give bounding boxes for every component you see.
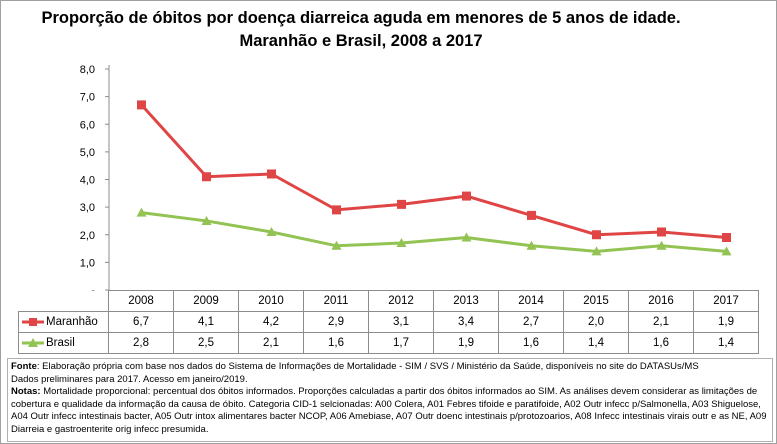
data-point bbox=[656, 240, 667, 250]
notas-text: Mortalidade proporcional: percentual dos… bbox=[11, 386, 767, 435]
data-point bbox=[462, 191, 471, 201]
x-tick-label: 2017 bbox=[693, 290, 759, 312]
x-tick-label: 2016 bbox=[628, 290, 694, 312]
table-row: Maranhão 6,7 4,1 4,2 2,9 3,1 3,4 2,7 2,0 2,1 1,9 bbox=[18, 311, 759, 333]
legend-label: Brasil bbox=[46, 337, 75, 349]
y-tick-label: 1,0 bbox=[80, 257, 95, 269]
fonte-text-2: Dados preliminares para 2017. Acesso em … bbox=[11, 373, 248, 385]
data-label: 1,6 bbox=[628, 332, 694, 354]
notas-label: Notas: bbox=[11, 386, 41, 398]
plot-area: - 1,0 2,0 3,0 4,0 5,0 6,0 7,0 8,0 bbox=[80, 64, 732, 291]
chart-title: Proporção de óbitos por doença diarreica… bbox=[41, 9, 681, 50]
data-label: 1,4 bbox=[563, 332, 629, 354]
data-point bbox=[657, 227, 666, 237]
y-tick-label: 3,0 bbox=[80, 202, 95, 214]
y-tick-label: 6,0 bbox=[80, 119, 95, 131]
data-point bbox=[527, 210, 536, 220]
corner-cell bbox=[19, 291, 109, 312]
data-point bbox=[202, 172, 211, 182]
data-point bbox=[267, 169, 276, 179]
data-point bbox=[396, 238, 407, 248]
table-header-row: 2008 2009 2010 2011 2012 2013 2014 2015 2016 2017 bbox=[19, 290, 759, 312]
data-label: 2,0 bbox=[563, 311, 629, 333]
x-tick-label: 2010 bbox=[238, 290, 304, 312]
data-label: 2,8 bbox=[108, 332, 174, 354]
data-point bbox=[266, 226, 277, 236]
data-label: 2,5 bbox=[173, 332, 239, 354]
data-label: 6,7 bbox=[108, 311, 174, 333]
x-tick-label: 2015 bbox=[563, 290, 629, 312]
y-tick-label: 2,0 bbox=[80, 230, 95, 242]
notes: Fonte: Elaboração própria com base nos d… bbox=[11, 361, 771, 437]
data-label: 2,1 bbox=[628, 311, 694, 333]
data-label: 2,9 bbox=[303, 311, 369, 333]
x-tick-label: 2012 bbox=[368, 290, 434, 312]
data-label: 4,2 bbox=[238, 311, 304, 333]
legend-marker-icon bbox=[22, 317, 44, 326]
data-point bbox=[722, 233, 731, 243]
data-point bbox=[201, 215, 212, 225]
fonte-text: : Elaboração própria com base nos dados … bbox=[36, 361, 699, 372]
y-tick-label: - bbox=[91, 285, 95, 291]
y-tick-label: 5,0 bbox=[80, 147, 95, 159]
data-point bbox=[721, 246, 732, 256]
series-line-Maranhão bbox=[140, 103, 727, 240]
legend-entry: Maranhão bbox=[18, 311, 109, 333]
data-point bbox=[526, 240, 537, 250]
data-point bbox=[592, 230, 601, 240]
legend-label: Maranhão bbox=[46, 316, 98, 328]
data-label: 2,1 bbox=[238, 332, 304, 354]
data-label: 1,6 bbox=[303, 332, 369, 354]
data-point bbox=[397, 199, 406, 209]
data-point bbox=[331, 240, 342, 250]
legend-marker-icon bbox=[22, 337, 44, 347]
data-label: 1,4 bbox=[693, 332, 759, 354]
fonte-label: Fonte bbox=[11, 361, 37, 372]
data-label: 1,7 bbox=[368, 332, 434, 354]
data-label: 2,7 bbox=[498, 311, 564, 333]
notes-box bbox=[7, 358, 773, 442]
y-tick-label: 8,0 bbox=[80, 64, 95, 76]
data-point bbox=[332, 205, 341, 215]
y-tick-label: 7,0 bbox=[80, 92, 95, 104]
x-tick-label: 2013 bbox=[433, 290, 499, 312]
data-label: 3,4 bbox=[433, 311, 499, 333]
data-label: 1,9 bbox=[433, 332, 499, 354]
series-line-Brasil bbox=[141, 211, 727, 253]
x-tick-label: 2011 bbox=[303, 290, 369, 312]
x-tick-label: 2009 bbox=[173, 290, 239, 312]
y-tick-label: 4,0 bbox=[80, 175, 95, 187]
x-tick-label: 2014 bbox=[498, 290, 564, 312]
table-row: Brasil 2,8 2,5 2,1 1,6 1,7 1,9 1,6 1,4 1,6 1,4 bbox=[18, 332, 759, 354]
data-label: 1,6 bbox=[498, 332, 564, 354]
data-point bbox=[461, 232, 472, 242]
data-label: 4,1 bbox=[173, 311, 239, 333]
data-point bbox=[136, 207, 147, 217]
data-table: 2008 2009 2010 2011 2012 2013 2014 2015 2016 2017… bbox=[18, 290, 759, 354]
x-tick-label: 2008 bbox=[108, 290, 174, 312]
data-point bbox=[591, 246, 602, 256]
data-point bbox=[137, 100, 146, 110]
data-label: 3,1 bbox=[368, 311, 434, 333]
legend-entry: Brasil bbox=[18, 332, 109, 354]
data-label: 1,9 bbox=[693, 311, 759, 333]
